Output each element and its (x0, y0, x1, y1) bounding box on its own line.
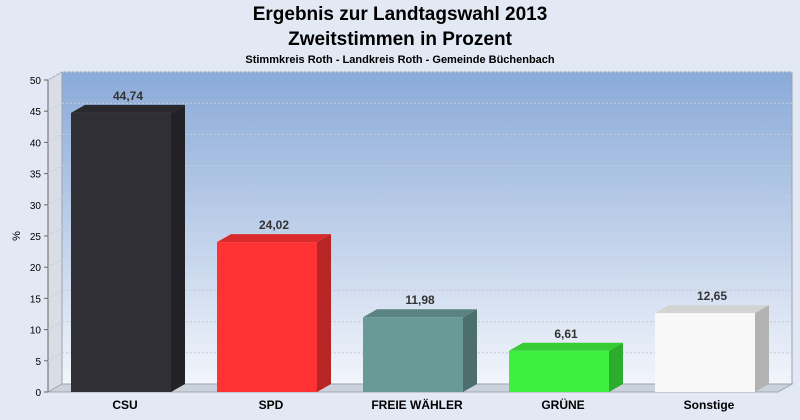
data-label: 11,98 (405, 293, 435, 307)
x-tick-label: Sonstige (684, 398, 735, 412)
x-tick-label: GRÜNE (541, 397, 584, 412)
y-tick-label: 5 (35, 357, 41, 368)
chart-subtitle: Zweitstimmen in Prozent (288, 29, 512, 50)
bar-front (217, 242, 317, 392)
y-tick-label: 50 (30, 76, 42, 87)
bar-top (217, 234, 331, 243)
chart-title: Ergebnis zur Landtagswahl 2013 (252, 4, 548, 25)
y-tick-label: 25 (30, 232, 42, 243)
gridline-side (47, 352, 63, 362)
y-tick-label: 40 (30, 138, 42, 149)
data-label: 44,74 (113, 89, 143, 103)
gridline-side (47, 196, 63, 206)
bar-side (755, 305, 769, 392)
bar-front (655, 313, 755, 392)
x-tick-label: CSU (112, 398, 137, 412)
bar-front (71, 112, 171, 393)
bar-front (363, 317, 463, 392)
data-label: 24,02 (259, 218, 289, 232)
gridline-side (47, 227, 63, 237)
gridline-side (47, 71, 63, 81)
bar-1: 24,02 (217, 218, 331, 392)
y-tick-labels: 0 5 10 15 20 25 30 35 40 45 50 (30, 76, 48, 399)
y-tick-label: 0 (35, 388, 41, 399)
gridline-side (47, 165, 63, 175)
gridline-side (47, 102, 63, 112)
bar-4: 12,65 (655, 289, 769, 392)
bar-front (509, 350, 609, 392)
bar-2: 11,98 (363, 293, 477, 392)
data-label: 6,61 (554, 327, 578, 341)
bar-3: 6,61 (509, 327, 623, 392)
y-tick-label: 15 (30, 294, 42, 305)
gridline-side (47, 133, 63, 143)
bar-side (463, 309, 477, 392)
data-label: 12,65 (697, 289, 727, 303)
x-tick-labels: CSU SPD FREIE WÄHLER GRÜNE Sonstige (112, 397, 734, 412)
y-tick-label: 10 (30, 326, 42, 337)
gridline-side (47, 321, 63, 331)
bar-side (171, 104, 185, 393)
chart-caption: Stimmkreis Roth - Landkreis Roth - Gemei… (245, 54, 555, 66)
gridline-side (47, 258, 63, 268)
gridline-side (47, 289, 63, 299)
bar-top (363, 309, 477, 318)
y-tick-label: 20 (30, 263, 42, 274)
x-tick-label: FREIE WÄHLER (371, 397, 463, 412)
bar-side (609, 342, 623, 392)
y-tick-label: 30 (30, 201, 42, 212)
y-axis-label: % (11, 231, 23, 241)
bar-top (509, 342, 623, 351)
x-tick-label: SPD (259, 398, 284, 412)
bars: 44,74 24,02 11,98 6,61 12,65 (71, 89, 769, 393)
bar-0: 44,74 (71, 89, 185, 393)
bar-side (317, 234, 331, 392)
bar-top (655, 305, 769, 314)
y-tick-label: 45 (30, 107, 42, 118)
y-tick-label: 35 (30, 170, 42, 181)
bar-top (71, 104, 185, 113)
